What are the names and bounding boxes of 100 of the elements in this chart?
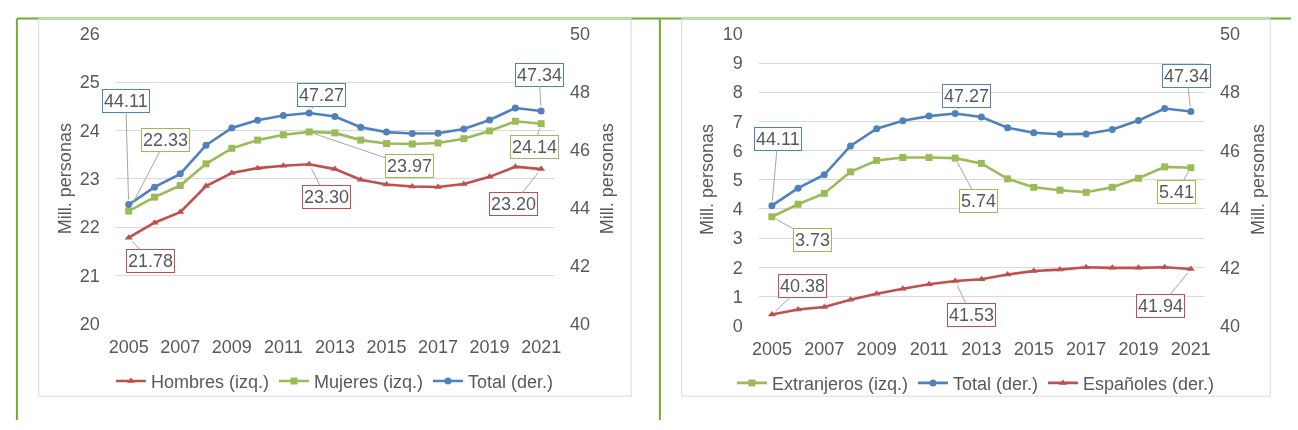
x-tick-label: 2011 — [909, 338, 949, 359]
y2-tick-label: 48 — [570, 82, 591, 103]
y2-tick-label: 50 — [570, 24, 591, 45]
data-label: 23.97 — [387, 156, 433, 176]
y2-tick-label: 46 — [570, 140, 591, 161]
legend-label: Total (der.) — [467, 372, 554, 393]
point — [1004, 124, 1012, 132]
point — [228, 124, 236, 132]
point — [176, 170, 184, 178]
point — [820, 189, 828, 197]
data-label: 3.73 — [795, 230, 831, 250]
y-tick-label: 21 — [79, 265, 100, 286]
point — [1161, 163, 1169, 171]
y-axis-title: Mill. personas — [54, 123, 75, 235]
y-tick-label: 6 — [732, 140, 743, 161]
point — [899, 117, 907, 125]
point — [434, 129, 442, 137]
data-label: 24.14 — [512, 137, 558, 157]
point — [125, 201, 133, 209]
x-tick-label: 2015 — [366, 336, 407, 357]
y-tick-label: 9 — [732, 53, 743, 74]
y2-tick-label: 44 — [570, 198, 591, 219]
data-label: 5.74 — [961, 191, 997, 211]
y2-tick-label: 50 — [1219, 24, 1240, 45]
legend-label: Hombres (izq.) — [150, 372, 269, 393]
data-label: 40.38 — [780, 276, 826, 296]
point — [382, 140, 390, 147]
point — [1134, 174, 1142, 182]
y2-axis-title: Mill. personas — [1247, 124, 1268, 236]
point — [768, 202, 776, 210]
y-tick-label: 25 — [79, 72, 100, 93]
point — [460, 135, 468, 143]
data-label: 23.20 — [491, 194, 537, 214]
point — [331, 129, 339, 137]
y2-tick-label: 44 — [1219, 199, 1240, 220]
x-tick-label: 2005 — [108, 336, 149, 357]
point — [1161, 105, 1169, 113]
point — [951, 154, 959, 162]
point — [977, 113, 985, 121]
point — [279, 131, 287, 139]
x-tick-label: 2021 — [521, 336, 562, 357]
data-label: 47.27 — [944, 86, 990, 106]
x-tick-label: 2015 — [1013, 338, 1054, 359]
point — [357, 123, 365, 131]
point — [228, 144, 236, 152]
y2-tick-label: 40 — [570, 314, 591, 334]
y2-tick-label: 48 — [1219, 82, 1240, 103]
point — [279, 112, 287, 120]
point — [873, 156, 881, 164]
point — [150, 193, 158, 201]
point — [899, 154, 907, 162]
y-tick-label: 0 — [732, 315, 743, 336]
data-label: 5.41 — [1159, 182, 1195, 202]
y-tick-label: 22 — [79, 217, 100, 238]
data-label: 21.78 — [128, 251, 174, 271]
point — [820, 171, 828, 179]
y-axis-title: Mill. personas — [696, 124, 717, 236]
point — [794, 184, 802, 192]
legend-label: Españoles (der.) — [1083, 373, 1215, 394]
point — [305, 109, 313, 117]
data-label: 47.34 — [517, 65, 563, 85]
point — [977, 159, 985, 167]
x-tick-label: 2013 — [314, 336, 355, 357]
point — [382, 128, 390, 136]
legend-label: Mujeres (izq.) — [313, 372, 423, 393]
point — [1004, 175, 1012, 183]
y2-axis-title: Mill. personas — [596, 123, 617, 235]
point — [254, 116, 262, 124]
y-tick-label: 2 — [732, 257, 743, 278]
x-tick-label: 2017 — [1066, 338, 1107, 359]
data-label: 44.11 — [104, 91, 148, 111]
x-tick-label: 2009 — [856, 338, 897, 359]
point — [846, 142, 854, 150]
data-label: 41.53 — [949, 305, 995, 325]
point — [486, 127, 494, 135]
y2-tick-label: 42 — [570, 256, 591, 277]
y-tick-label: 8 — [732, 82, 743, 103]
point — [1187, 164, 1195, 172]
point — [1056, 186, 1064, 194]
point — [125, 207, 133, 215]
y2-tick-label: 40 — [1219, 315, 1240, 336]
point — [1030, 183, 1038, 191]
point — [1187, 107, 1195, 115]
data-label: 22.33 — [143, 130, 189, 150]
x-tick-label: 2005 — [751, 338, 792, 359]
data-label: 44.11 — [756, 129, 800, 149]
data-label: 47.34 — [1164, 66, 1210, 86]
y-tick-label: 24 — [79, 120, 100, 141]
y-tick-label: 23 — [79, 169, 100, 190]
y2-tick-label: 42 — [1219, 257, 1240, 278]
y-tick-label: 3 — [732, 228, 743, 249]
y-tick-label: 1 — [732, 286, 743, 307]
point — [254, 136, 262, 144]
point — [1056, 130, 1064, 138]
point — [537, 107, 545, 115]
point — [460, 125, 468, 133]
point — [408, 140, 416, 148]
point — [1082, 130, 1090, 138]
point — [537, 120, 545, 128]
point — [1108, 126, 1116, 134]
